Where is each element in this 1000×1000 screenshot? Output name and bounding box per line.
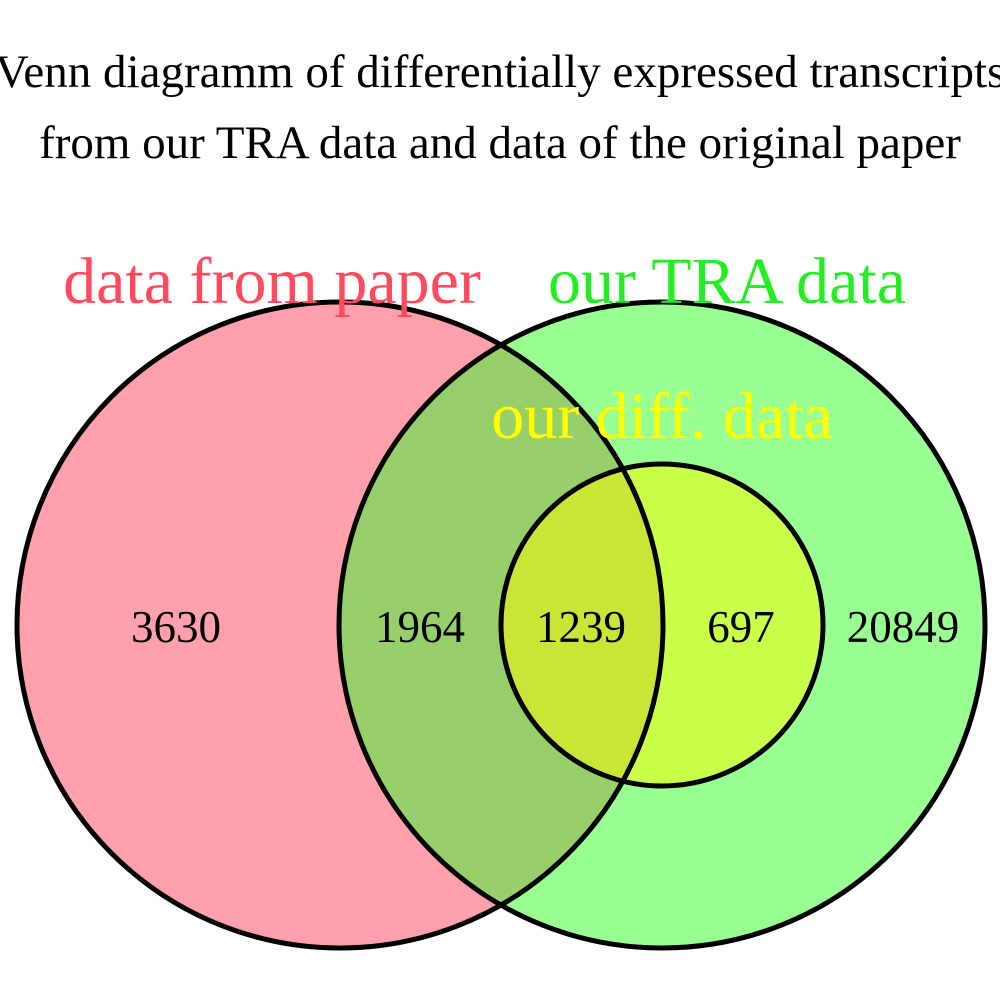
tra-set-label: our TRA data [548, 245, 906, 318]
tra-set-outline [336, 299, 988, 951]
count-paper-and-tra: 1964 [375, 602, 465, 652]
diff-set-label: our diff. data [491, 380, 833, 453]
paper-set-label: data from paper [63, 245, 481, 318]
count-all-three: 1239 [536, 602, 626, 652]
count-paper-only: 3630 [131, 602, 221, 652]
title-line-1: Venn diagramm of differentially expresse… [0, 46, 1000, 98]
count-tra-and-diff: 697 [707, 602, 775, 652]
diff-set-outline [498, 461, 826, 789]
title-line-2: from our TRA data and data of the origin… [39, 117, 961, 169]
count-tra-only: 20849 [847, 602, 960, 652]
paper-set-outline [14, 299, 666, 951]
